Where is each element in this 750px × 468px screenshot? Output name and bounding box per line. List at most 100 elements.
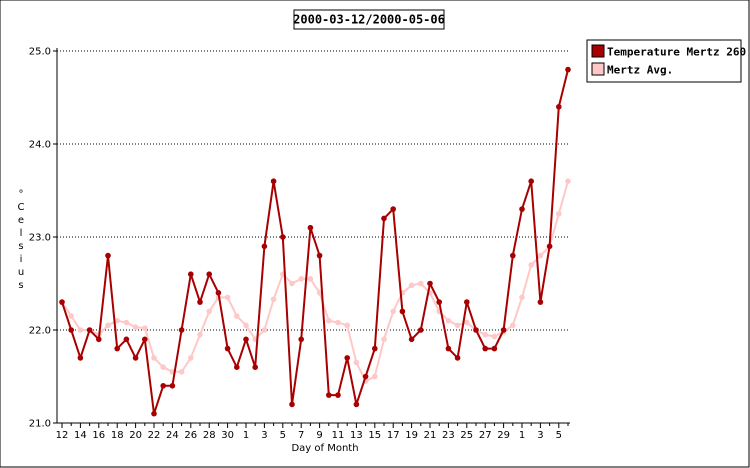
data-point (399, 308, 406, 315)
data-point (243, 322, 249, 329)
data-point (68, 313, 74, 319)
y-tick-label: 24.0 (29, 140, 51, 151)
x-tick-label: 13 (350, 430, 363, 441)
data-point (234, 313, 240, 319)
data-point (105, 322, 111, 329)
data-point (500, 327, 507, 333)
data-point (473, 327, 479, 333)
data-point (335, 319, 341, 326)
data-point (464, 299, 470, 305)
data-point (252, 364, 258, 371)
data-point (132, 355, 139, 361)
x-tick-label: 5 (556, 430, 562, 441)
x-tick-label: 14 (74, 430, 87, 441)
legend-swatch-temperature (591, 44, 605, 58)
data-point (261, 243, 268, 250)
y-tick-label: 23.0 (29, 233, 51, 244)
x-tick-label: 21 (424, 430, 437, 441)
data-point (372, 373, 378, 380)
data-point (436, 299, 443, 305)
y-tick-label: 25.0 (29, 47, 51, 58)
x-tick-label: 7 (298, 430, 304, 441)
x-tick-label: 26 (184, 430, 197, 441)
data-point (510, 322, 516, 329)
data-point (298, 276, 305, 282)
data-point (353, 359, 360, 366)
x-tick-label: 30 (221, 430, 234, 441)
x-tick-label: 25 (460, 430, 473, 441)
data-point (289, 401, 295, 408)
data-point (77, 327, 84, 333)
x-tick-label: 15 (368, 430, 381, 441)
data-point (261, 327, 268, 333)
data-point (151, 410, 157, 417)
data-point (537, 299, 544, 305)
data-point (362, 373, 369, 380)
data-point (188, 355, 194, 361)
data-point (556, 104, 562, 110)
data-point (528, 262, 534, 268)
y-tick-label: 22.0 (29, 326, 51, 337)
data-point (335, 392, 341, 398)
x-tick-label: 1 (519, 430, 525, 441)
data-point (123, 336, 130, 343)
legend: Temperature Mertz 260 Mertz Avg. (586, 39, 746, 83)
data-point (197, 331, 203, 338)
data-point (77, 355, 84, 361)
data-point (114, 317, 120, 324)
x-tick-label: 17 (387, 430, 400, 441)
data-point (178, 327, 185, 333)
data-point (491, 333, 498, 340)
x-tick-label: 28 (203, 430, 216, 441)
data-point (160, 383, 166, 389)
data-point (519, 294, 525, 301)
x-tick-label: 3 (261, 430, 267, 441)
data-point (372, 345, 378, 352)
data-point (160, 364, 166, 371)
data-point (390, 206, 397, 212)
data-point (491, 345, 498, 352)
data-point (59, 299, 65, 305)
data-point (381, 336, 387, 343)
data-point (215, 290, 222, 296)
data-point (142, 336, 148, 343)
data-point (123, 319, 130, 326)
x-tick-label: 18 (111, 430, 124, 441)
data-point (482, 331, 489, 338)
data-point (454, 355, 461, 361)
data-point (289, 280, 295, 287)
data-point (234, 364, 240, 371)
x-axis-label: Day of Month (291, 443, 358, 454)
data-point (114, 345, 120, 352)
x-tick-label: 22 (148, 430, 161, 441)
data-point (344, 355, 351, 361)
data-point (528, 178, 534, 184)
x-tick-labels: 12 14 16 18 20 22 24 26 28 30 1 3 5 7 9 11 13 15 17 19 21 23 2… (56, 423, 569, 441)
data-point (464, 319, 470, 326)
data-point (418, 280, 424, 287)
x-tick-label: 1 (243, 430, 249, 441)
legend-label-temperature: Temperature Mertz 260 (607, 46, 746, 59)
x-tick-label: 23 (442, 430, 455, 441)
data-point (197, 299, 203, 305)
data-point (445, 345, 452, 352)
data-point (151, 355, 157, 361)
data-point (270, 178, 277, 184)
data-point (243, 336, 249, 343)
legend-swatch-average (591, 62, 605, 76)
data-point (206, 308, 212, 315)
data-point (519, 206, 525, 212)
legend-label-average: Mertz Avg. (607, 64, 673, 77)
data-point (381, 215, 387, 222)
data-point (307, 276, 314, 282)
series-temperature (59, 66, 571, 417)
data-point (142, 325, 148, 331)
x-tick-label: 16 (92, 430, 105, 441)
data-point (86, 327, 93, 333)
data-point (68, 327, 74, 333)
x-tick-label: 20 (129, 430, 142, 441)
data-point (445, 317, 452, 324)
series-layer (59, 66, 571, 417)
data-point (224, 294, 231, 301)
